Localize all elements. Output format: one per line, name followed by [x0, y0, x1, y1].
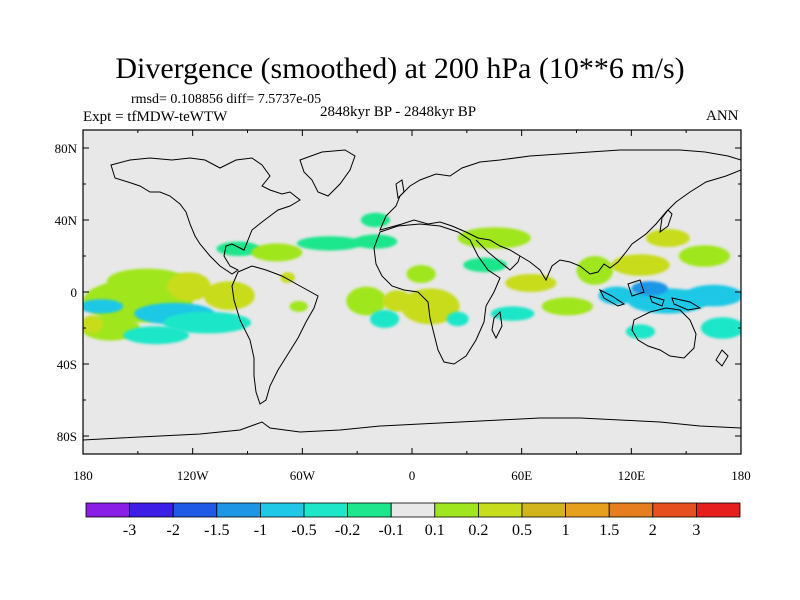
- field-blob: [360, 212, 391, 228]
- field-blob: [684, 284, 741, 307]
- latitude-axis: 80N 40N 0 40S 80S: [55, 141, 741, 444]
- field-blob: [296, 236, 363, 251]
- colorbar-swatch: [259, 502, 305, 518]
- colorbar-swatch: [347, 502, 392, 518]
- field-blob: [167, 272, 211, 301]
- colorbar: -3 -2 -1.5 -1 -0.5 -0.2 -0.1 0.1 0.2 0.5 1 1.5 2 3: [85, 502, 741, 539]
- lon-tick-label: 60W: [290, 468, 316, 483]
- lat-tick-label: 80S: [57, 429, 77, 444]
- experiment-label: Expt = tfMDW-teWTW: [83, 109, 228, 125]
- field-blob: [541, 297, 593, 316]
- field-blob: [163, 311, 252, 334]
- coastline-australia: [631, 307, 697, 359]
- lat-tick-label: 40S: [57, 357, 77, 372]
- coastline-north-america: [110, 157, 301, 275]
- colorbar-swatch: [303, 502, 348, 518]
- coastline-indonesia: [598, 279, 702, 311]
- field-blob: [678, 245, 731, 267]
- field-blob: [463, 257, 508, 273]
- coastline-japan: [659, 209, 673, 234]
- field-blob: [346, 286, 387, 316]
- field-blob: [406, 265, 436, 283]
- colorbar-label: 0.2: [468, 522, 488, 539]
- field-blob: [83, 315, 104, 334]
- coastline-arabia: [475, 239, 521, 271]
- stats-text: rmsd= 0.108856 diff= 7.5737e-05: [131, 92, 322, 107]
- field-blob: [611, 254, 670, 276]
- lon-tick-label: 0: [409, 468, 416, 483]
- coastline-new-zealand: [715, 349, 729, 367]
- coastline-antarctica: [83, 417, 741, 441]
- colorbar-swatch: [216, 502, 261, 518]
- field-blob: [251, 243, 303, 262]
- colorbar-label: -2: [167, 522, 180, 539]
- lon-tick-label: 120E: [618, 468, 646, 483]
- colorbar-swatch: [390, 502, 436, 518]
- longitude-axis: 180 120W 60W 0 60E 120E 180: [73, 130, 751, 483]
- colorbar-label: -1: [254, 522, 267, 539]
- field-blob: [106, 268, 188, 294]
- colorbar-swatch: [434, 502, 479, 518]
- coastline-south-america: [231, 265, 319, 405]
- field-blob: [123, 326, 190, 345]
- colorbar-swatch: [129, 502, 174, 518]
- colorbar-label: 2: [649, 522, 657, 539]
- coastline-madagascar: [491, 310, 503, 340]
- colorbar-label: 0.5: [512, 522, 532, 539]
- period-label: 2848kyr BP - 2848kyr BP: [320, 104, 477, 120]
- lat-tick-label: 40N: [55, 213, 78, 228]
- field-blob: [457, 227, 531, 249]
- coastlines: [83, 149, 741, 441]
- lat-tick-label: 0: [71, 285, 78, 300]
- season-label: ANN: [706, 108, 739, 124]
- colorbar-swatch: [652, 502, 697, 518]
- lat-tick-label: 80N: [55, 141, 78, 156]
- lon-tick-label: 60E: [511, 468, 532, 483]
- divergence-field: [83, 212, 741, 345]
- field-blob: [353, 234, 398, 249]
- colorbar-swatch: [477, 502, 523, 518]
- field-blob: [490, 306, 535, 321]
- field-blob: [446, 311, 469, 327]
- field-blob: [83, 299, 124, 314]
- colorbar-label: -1.5: [204, 522, 229, 539]
- coastline-uk: [395, 179, 405, 200]
- field-blob: [369, 310, 400, 328]
- coastline-africa: [373, 223, 501, 365]
- lon-tick-label: 120W: [177, 468, 210, 483]
- field-blob: [645, 229, 690, 247]
- coastline-eurasia: [379, 149, 741, 282]
- colorbar-label: 1: [562, 522, 570, 539]
- field-blob: [401, 288, 460, 325]
- field-blob: [203, 281, 255, 310]
- lon-tick-label: 180: [73, 468, 93, 483]
- colorbar-swatch: [696, 502, 741, 518]
- colorbar-swatch: [565, 502, 610, 518]
- colorbar-label: -0.1: [379, 522, 404, 539]
- colorbar-label: -0.5: [291, 522, 316, 539]
- field-blob: [280, 272, 296, 283]
- field-blob: [576, 256, 614, 285]
- colorbar-swatch: [521, 502, 566, 518]
- field-blob: [625, 324, 656, 339]
- map-title: Divergence (smoothed) at 200 hPa (10**6 …: [115, 52, 685, 85]
- colorbar-label: 0.1: [425, 522, 445, 539]
- field-blob: [505, 274, 557, 292]
- colorbar-label: 3: [692, 522, 700, 539]
- colorbar-label: -0.2: [335, 522, 360, 539]
- field-blob: [631, 281, 668, 296]
- lon-tick-label: 180: [731, 468, 751, 483]
- colorbar-swatch: [172, 502, 218, 518]
- colorbar-label: -3: [123, 522, 136, 539]
- colorbar-swatch: [608, 502, 654, 518]
- coastline-greenland: [299, 149, 356, 197]
- colorbar-label: 1.5: [599, 522, 619, 539]
- field-blob: [700, 317, 741, 339]
- field-blob: [289, 301, 308, 312]
- colorbar-swatch: [85, 502, 130, 518]
